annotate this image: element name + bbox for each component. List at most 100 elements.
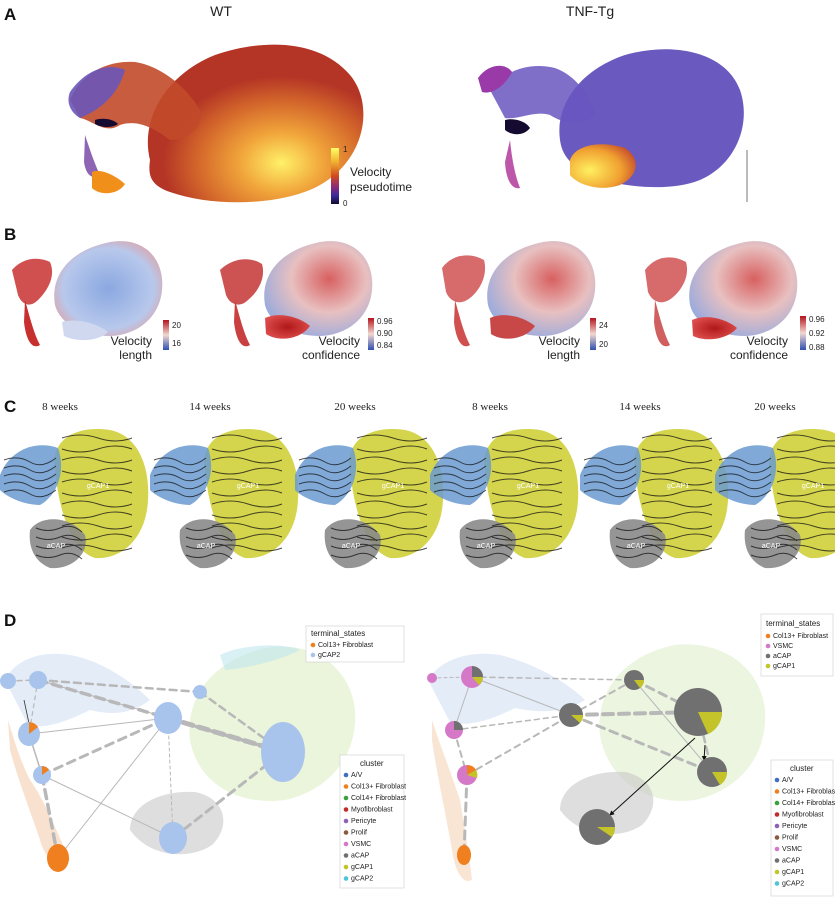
panel-a-title-tnf: TNF-Tg	[566, 3, 614, 19]
right-cluster-item-label: VSMC	[782, 846, 802, 853]
cluster-tag-gcap1: gCAP1	[382, 483, 404, 490]
left-cluster-item-swatch	[343, 772, 349, 778]
timepoint-label: 8 weeks	[472, 401, 508, 413]
panel-b-plot-2	[220, 241, 373, 347]
panel-b-plot-4	[645, 241, 798, 347]
umap-tnf	[478, 49, 744, 189]
umap-wt	[68, 44, 364, 203]
left-cluster-item-label: Prolif	[351, 830, 367, 837]
right-cluster-item-label: gCAP2	[782, 881, 804, 888]
panel-label-b: B	[4, 225, 16, 244]
cb2-label-2: confidence	[302, 348, 360, 362]
right-cluster-item-swatch	[774, 846, 780, 852]
panel-d-right-cluster-legend: cluster A/V Col13+ Fibroblast Col14+ Fibro…	[770, 759, 835, 897]
left-cluster-item-label: Col13+ Fibroblast	[351, 784, 406, 791]
cluster-tag-gcap1: gCAP1	[237, 483, 259, 490]
left-cluster-item-swatch	[343, 807, 349, 812]
timepoint-label: 14 weeks	[619, 401, 660, 413]
cluster-tag-acap: aCAP	[627, 543, 646, 550]
cb3-tick-0: 24	[599, 321, 608, 330]
left-cluster-item-swatch	[343, 818, 349, 824]
panel-label-d: D	[4, 611, 16, 630]
left-cluster-item-label: Col14+ Fibroblast	[351, 795, 406, 802]
right-node-5	[457, 845, 471, 865]
cb4-label-2: confidence	[730, 348, 788, 362]
panel-label-c: C	[4, 397, 16, 416]
left-cluster-item-swatch	[343, 864, 349, 870]
right-cluster-item-label: Prolif	[782, 835, 798, 842]
cluster-tag-gcap1: gCAP1	[517, 483, 539, 490]
right-cluster-item-label: aCAP	[782, 858, 801, 865]
cluster-tag-acap: aCAP	[197, 543, 216, 550]
right-cluster-item-swatch	[774, 881, 780, 886]
colorbar-min: 0	[343, 199, 348, 208]
cluster-tag-acap: aCAP	[477, 543, 496, 550]
left-terminal-item-swatch	[310, 652, 316, 658]
right-terminal-item-swatch	[765, 633, 771, 639]
right-cluster-item-label: gCAP1	[782, 869, 804, 876]
panel-label-a: A	[4, 5, 16, 24]
timepoint-label: 14 weeks	[189, 401, 230, 413]
left-cluster-item-label: VSMC	[351, 841, 371, 848]
cb3-label-1: Velocity	[539, 334, 580, 348]
left-cluster-item-label: aCAP	[351, 853, 370, 860]
timepoint-label: 8 weeks	[42, 401, 78, 413]
right-cluster-item-label: Myofibroblast	[782, 812, 824, 819]
colorbar-pseudotime: 1 0 Velocity pseudotime	[331, 145, 412, 208]
right-cluster-item-label: Pericyte	[782, 823, 807, 830]
streamline-plot-1: 8 weeks gCAP1 aCAP	[0, 401, 149, 569]
cluster-tag-acap: aCAP	[47, 543, 66, 550]
panel-b-colorbar-4: 0.96 0.92 0.88 Velocity confidence	[730, 315, 825, 362]
panel-d-left-cluster-legend: cluster A/V Col13+ Fibroblast Col14+ Fibro…	[339, 754, 406, 889]
cb2-tick-0: 0.96	[377, 317, 393, 326]
left-cluster-item-swatch	[343, 841, 349, 847]
right-terminal-item-label: gCAP1	[773, 663, 795, 670]
right-cluster-item-swatch	[774, 858, 780, 863]
right-cluster-title: cluster	[790, 764, 814, 773]
left-cluster-item-label: gCAP2	[351, 876, 373, 883]
colorbar-label-line1: Velocity	[350, 165, 391, 179]
left-terminal-title: terminal_states	[311, 629, 365, 638]
right-terminal-item-swatch	[765, 663, 771, 669]
panel-b-colorbar-2: 0.96 0.90 0.84 Velocity confidence	[302, 317, 393, 362]
left-cluster-item-swatch	[343, 784, 349, 789]
left-cluster-item-label: Pericyte	[351, 818, 376, 825]
left-terminal-item-swatch	[310, 642, 316, 648]
right-terminal-title: terminal_states	[766, 619, 820, 628]
cluster-tag-acap: aCAP	[342, 543, 361, 550]
left-cluster-item-swatch	[343, 830, 349, 835]
cluster-tag-gcap1: gCAP1	[667, 483, 689, 490]
left-cluster-item-swatch	[343, 853, 349, 858]
cluster-tag-acap: aCAP	[762, 543, 781, 550]
left-node-9	[47, 844, 69, 872]
cb2-label-1: Velocity	[319, 334, 360, 348]
right-terminal-item-swatch	[765, 653, 771, 659]
right-cluster-item-swatch	[774, 777, 780, 783]
left-node-2	[29, 671, 47, 689]
left-cluster-title: cluster	[360, 759, 384, 768]
right-cluster-item-label: A/V	[782, 777, 794, 784]
streamline-plot-5: 14 weeks gCAP1 aCAP	[580, 401, 729, 569]
panel-b-plot-3	[442, 241, 596, 347]
left-cluster-item-label: Myofibroblast	[351, 807, 393, 814]
cb3-label-2: length	[547, 348, 580, 362]
panel-d-left-terminal-legend: terminal_states Col13+ Fibroblast gCAP2	[305, 625, 405, 663]
cb1-tick-1: 16	[172, 339, 181, 348]
right-cluster-item-swatch	[774, 812, 780, 817]
colorbar-max: 1	[343, 145, 348, 154]
right-cluster-item-label: Col14+ Fibroblast	[782, 800, 835, 807]
cb4-tick-2: 0.88	[809, 343, 825, 352]
panel-d-right-terminal-legend: terminal_states Col13+ Fibroblast VSMC aCA…	[760, 613, 834, 677]
left-terminal-item-label: Col13+ Fibroblast	[318, 642, 373, 649]
panel-b-plot-1	[12, 241, 163, 347]
cb4-label-1: Velocity	[747, 334, 788, 348]
panel-a-title-wt: WT	[210, 3, 232, 19]
cb4-tick-1: 0.92	[809, 329, 825, 338]
right-cluster-item-swatch	[774, 835, 780, 840]
colorbar-label-line2: pseudotime	[350, 180, 412, 194]
cb3-tick-1: 20	[599, 340, 608, 349]
timepoint-label: 20 weeks	[754, 401, 795, 413]
cluster-tag-gcap1: gCAP1	[802, 483, 824, 490]
streamline-plot-3: 20 weeks gCAP1 aCAP	[295, 401, 444, 569]
right-terminal-item-label: Col13+ Fibroblast	[773, 633, 828, 640]
